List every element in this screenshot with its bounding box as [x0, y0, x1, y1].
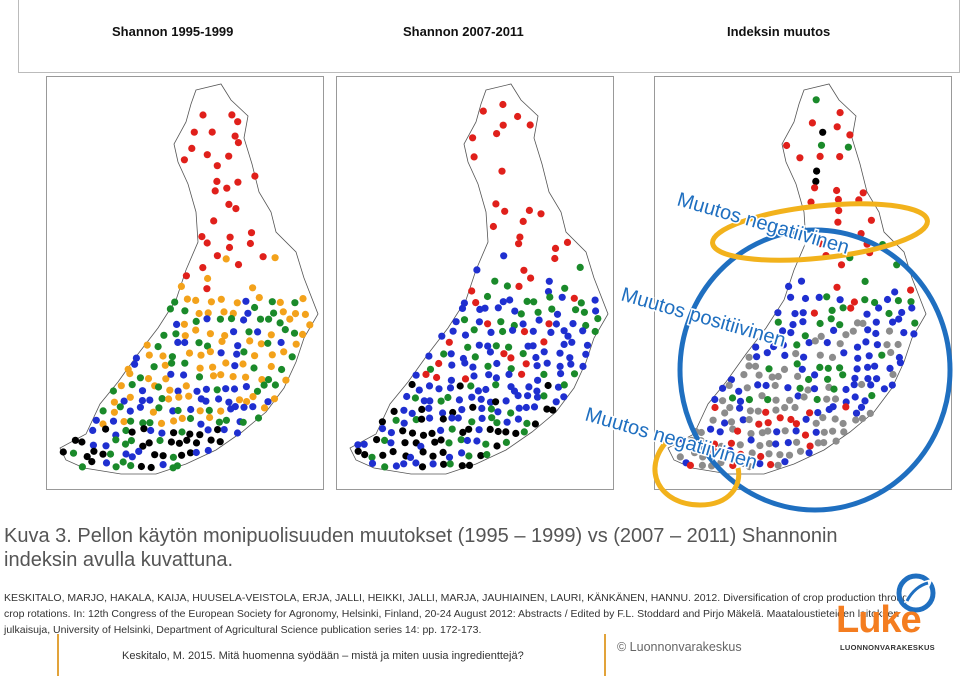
header-index-change: Indeksin muutos — [727, 24, 831, 39]
logo-subtitle: LUONNONVARAKESKUS — [840, 643, 935, 652]
figure-caption: Kuva 3. Pellon käytön monipuolisuuden mu… — [4, 525, 838, 571]
leaf-icon — [896, 573, 936, 613]
reference-citation: KESKITALO, MARJO, HAKALA, KAIJA, HUUSELA… — [4, 592, 914, 636]
logo-word: Luke — [836, 599, 922, 641]
luke-logo: Luke LUONNONVARAKESKUS — [836, 573, 954, 657]
footer-text: Keskitalo, M. 2015. Mitä huomenna syödää… — [122, 650, 524, 662]
map-panel-index-change — [654, 76, 952, 490]
footer-divider-right — [604, 634, 606, 676]
header-2007-2011: Shannon 2007-2011 — [403, 24, 524, 39]
map-panel-2007-2011 — [336, 76, 614, 490]
header-frame — [18, 0, 960, 73]
header-1995-1999: Shannon 1995-1999 — [112, 24, 234, 39]
map-panel-1995-1999 — [46, 76, 324, 490]
footer-divider-left — [57, 634, 59, 676]
copyright-text: © Luonnonvarakeskus — [617, 640, 742, 654]
